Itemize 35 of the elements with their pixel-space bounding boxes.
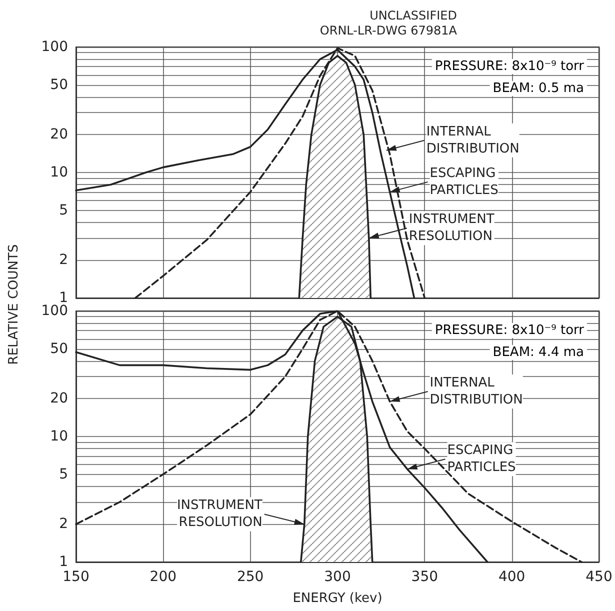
y-tick-label: 100 xyxy=(41,303,68,319)
y-tick-label: 20 xyxy=(50,390,68,407)
y-tick-label: 5 xyxy=(59,466,68,482)
y-tick-label: 50 xyxy=(50,340,68,357)
annotation: BEAM: 0.5 ma xyxy=(492,81,584,96)
x-tick-label: 250 xyxy=(236,569,264,585)
annotation: PRESSURE: 8x10⁻⁹ torr xyxy=(434,323,585,338)
y-tick-label: 2 xyxy=(59,516,68,532)
annotation: INSTRUMENT RESOLUTION xyxy=(176,498,262,530)
y-tick-label: 5 xyxy=(59,202,68,218)
y-tick-label: 2 xyxy=(59,252,68,268)
chart-title: UNCLASSIFIED ORNL-LR-DWG 67981A xyxy=(320,8,458,38)
x-tick-label: 400 xyxy=(498,569,526,585)
annotation: INTERNAL DISTRIBUTION xyxy=(430,376,523,408)
y-tick-label: 100 xyxy=(41,39,68,55)
y-tick-label: 1 xyxy=(59,554,68,570)
annotation: BEAM: 4.4 ma xyxy=(492,345,584,360)
x-axis-title: ENERGY (kev) xyxy=(292,591,382,606)
annotation: INSTRUMENT RESOLUTION xyxy=(408,212,494,244)
y-axis-title: RELATIVE COUNTS xyxy=(6,244,22,365)
x-tick-label: 150 xyxy=(62,569,90,585)
x-tick-label: 350 xyxy=(411,569,438,585)
annotation: INTERNAL DISTRIBUTION xyxy=(426,124,520,156)
annotation: PRESSURE: 8x10⁻⁹ torr xyxy=(434,59,585,74)
x-tick-label: 450 xyxy=(586,569,612,585)
y-tick-label: 10 xyxy=(50,428,68,444)
annotation: ESCAPING PARTICLES xyxy=(447,443,516,476)
line-series xyxy=(75,310,582,563)
annotation: ESCAPING PARTICLES xyxy=(430,166,498,198)
y-tick-label: 1 xyxy=(59,290,68,306)
x-tick-label: 200 xyxy=(150,569,177,585)
y-tick-label: 50 xyxy=(50,76,68,93)
y-tick-label: 20 xyxy=(50,126,68,143)
y-tick-label: 10 xyxy=(50,164,68,180)
x-tick-label: 300 xyxy=(324,569,351,585)
